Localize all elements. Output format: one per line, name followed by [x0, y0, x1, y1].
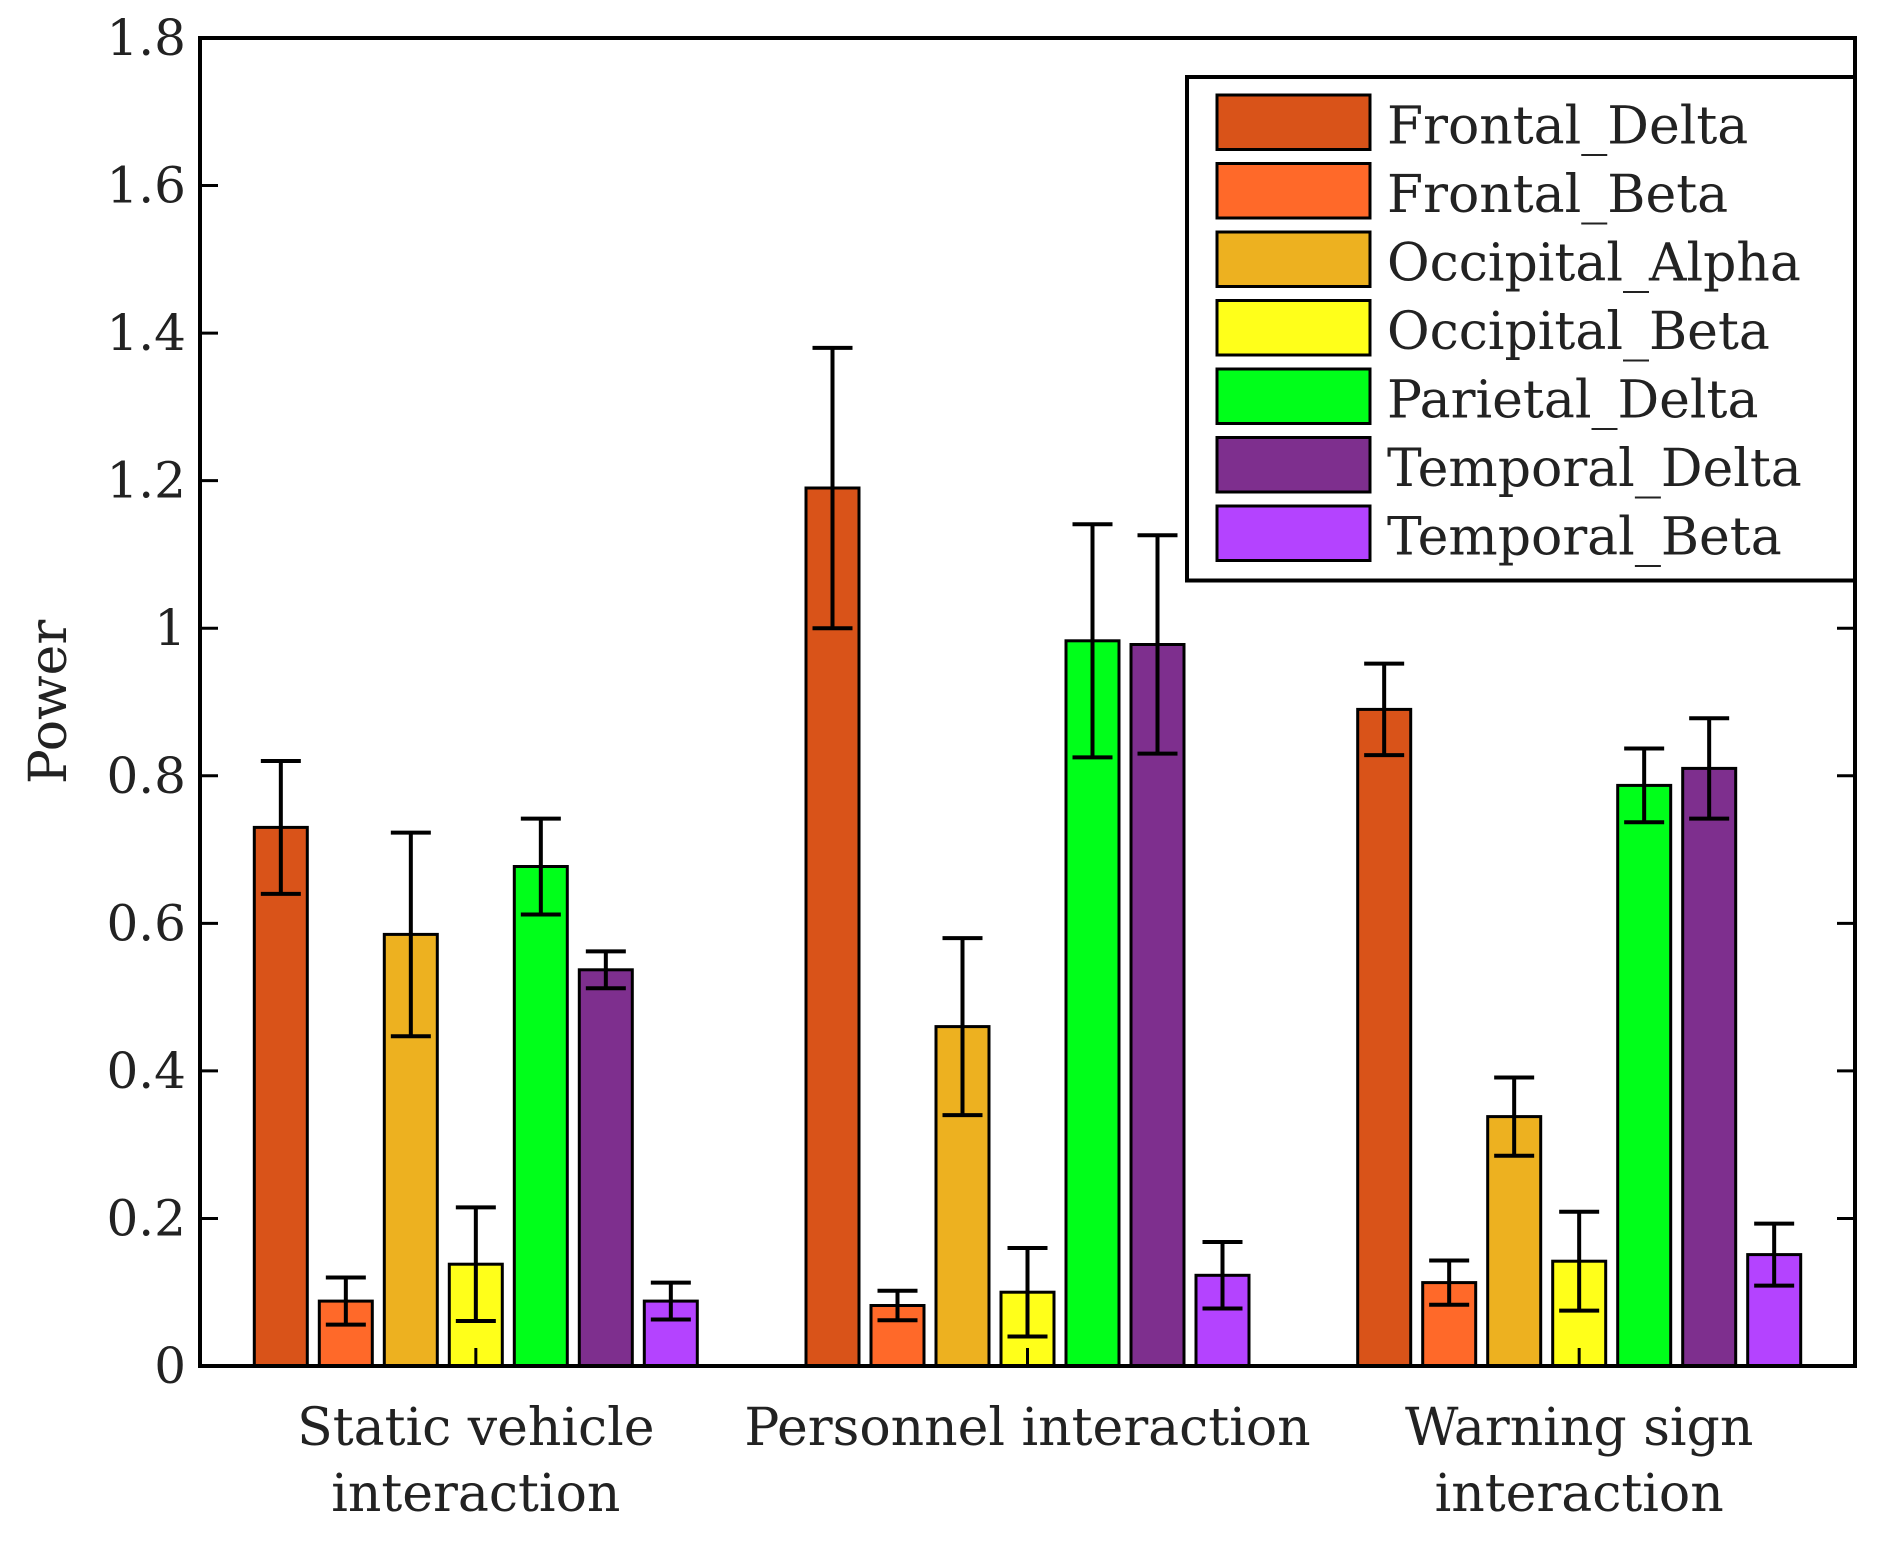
y-tick-label: 1.6: [106, 157, 186, 215]
bar-parietal-delta-2: [1616, 783, 1673, 1368]
y-tick-label: 1.2: [106, 452, 186, 510]
legend-label: Occipital_Alpha: [1387, 234, 1801, 294]
y-tick-label: 0: [154, 1337, 186, 1395]
legend-swatch-temporal-beta: [1215, 504, 1372, 562]
legend-label: Temporal_Delta: [1387, 439, 1802, 499]
legend-swatch-temporal-delta: [1215, 436, 1372, 494]
x-category-label: Personnel interaction: [744, 1398, 1310, 1458]
legend-swatch-frontal-delta: [1215, 93, 1372, 151]
x-category-label: interaction: [331, 1464, 620, 1524]
legend-label: Occipital_Beta: [1387, 302, 1770, 362]
x-category-label: interaction: [1435, 1464, 1724, 1524]
y-tick-label: 0.8: [106, 747, 186, 805]
legend-swatch-occipital-beta: [1215, 299, 1372, 357]
bar-frontal-delta-1: [804, 486, 861, 1368]
legend-swatch-occipital-alpha: [1215, 230, 1372, 288]
legend-label: Parietal_Delta: [1387, 371, 1758, 431]
bar-parietal-delta-0: [512, 865, 569, 1368]
bar-frontal-delta-2: [1356, 707, 1413, 1368]
bar-temporal-delta-1: [1129, 643, 1186, 1368]
bar-parietal-delta-1: [1064, 639, 1121, 1368]
y-tick-label: 1.8: [106, 9, 186, 67]
y-tick-label: 0.6: [106, 894, 186, 952]
bar-frontal-delta-0: [252, 825, 309, 1368]
y-tick-label: 0.4: [106, 1042, 186, 1100]
x-category-label: Warning sign: [1405, 1398, 1753, 1458]
legend-label: Frontal_Delta: [1387, 97, 1748, 157]
legend-swatch-frontal-beta: [1215, 162, 1372, 220]
bar-temporal-delta-0: [577, 968, 634, 1368]
legend-swatch-parietal-delta: [1215, 367, 1372, 425]
y-tick-label: 1: [154, 599, 186, 657]
y-tick-label: 0.2: [106, 1189, 186, 1247]
legend-label: Temporal_Beta: [1387, 508, 1782, 568]
bar-temporal-delta-2: [1681, 766, 1738, 1368]
x-category-label: Static vehicle: [297, 1398, 655, 1458]
bar-frontal-beta-2: [1421, 1281, 1478, 1368]
y-axis-title: Power: [19, 620, 79, 784]
legend-label: Frontal_Beta: [1387, 165, 1728, 225]
y-tick-label: 1.4: [106, 304, 186, 362]
